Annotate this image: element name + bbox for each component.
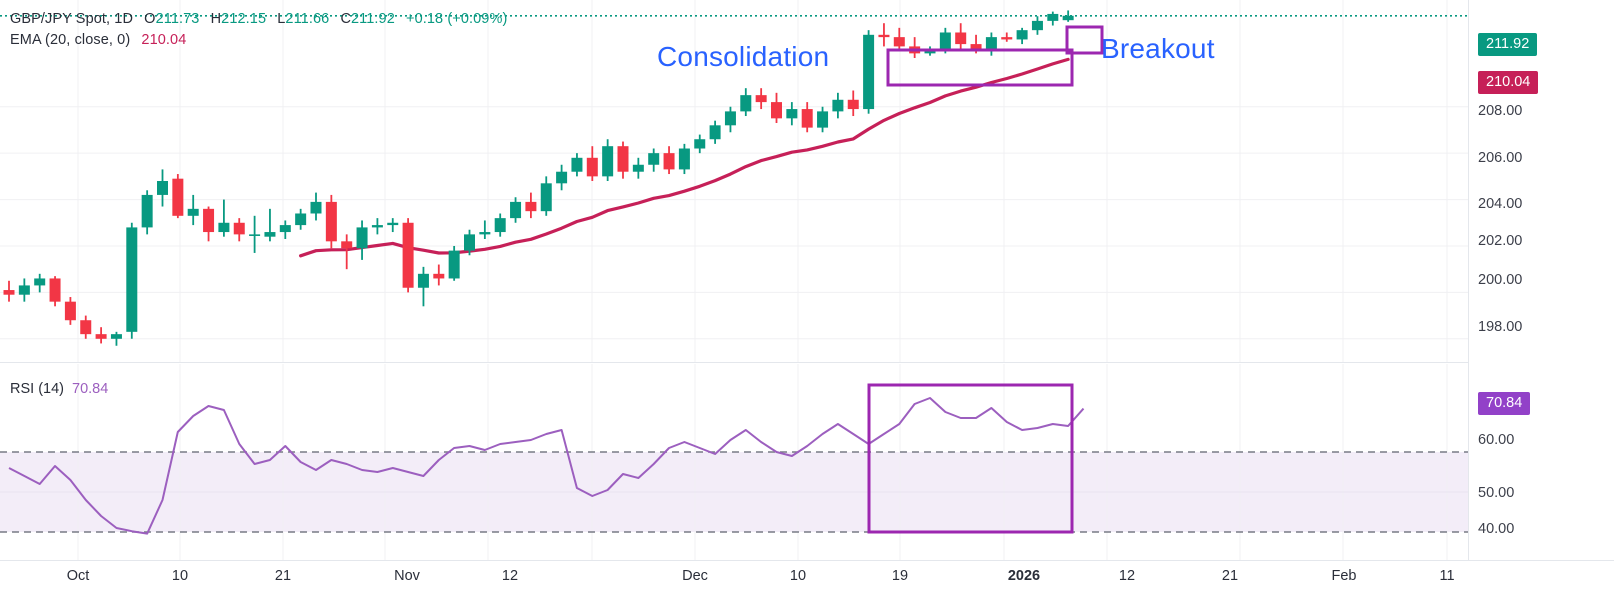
time-axis-tick: 12 <box>1118 568 1136 584</box>
time-axis-tick: Feb <box>1331 568 1357 584</box>
close-value: 211.92 <box>351 11 395 27</box>
annotation-consolidation[interactable]: Consolidation <box>657 41 830 72</box>
price-axis-tick: 206.00 <box>1478 150 1523 166</box>
time-axis[interactable] <box>0 560 1614 612</box>
price-plot <box>0 0 1468 362</box>
time-axis-tick: Dec <box>682 568 708 584</box>
price-axis-divider <box>1468 0 1469 560</box>
rsi-value: 70.84 <box>72 381 109 397</box>
price-axis-tick: 198.00 <box>1478 319 1523 335</box>
time-axis-tick: 2026 <box>1007 568 1041 584</box>
change-value: +0.18 (+0.09%) <box>406 11 508 27</box>
high-value: 212.15 <box>221 11 267 27</box>
price-axis-tick: 202.00 <box>1478 233 1523 249</box>
chart-legend-ema[interactable]: EMA (20, close, 0) 210.04 <box>10 32 186 48</box>
low-label: L <box>277 11 286 27</box>
rsi-axis-tick: 40.00 <box>1478 521 1515 537</box>
price-axis-tick: 208.00 <box>1478 103 1523 119</box>
close-label: C <box>340 11 352 27</box>
time-axis-tick: 10 <box>171 568 189 584</box>
high-label: H <box>210 11 222 27</box>
price-axis-tick: 200.00 <box>1478 272 1523 288</box>
price-panel[interactable] <box>0 0 1614 362</box>
panel-divider <box>0 362 1468 363</box>
rsi-plot <box>0 364 1468 560</box>
time-axis-tick: 21 <box>1221 568 1239 584</box>
open-label: O <box>144 11 156 27</box>
low-value: 211.66 <box>285 11 330 27</box>
time-axis-tick: 10 <box>789 568 807 584</box>
rsi-legend[interactable]: RSI (14) 70.84 <box>10 381 108 397</box>
chart-legend-ohlc: GBP/JPY Spot, 1D O211.73 H212.15 L211.66… <box>10 11 507 27</box>
open-value: 211.73 <box>155 11 200 27</box>
last-price-badge: 211.92 <box>1478 33 1538 56</box>
rsi-panel[interactable] <box>0 364 1614 560</box>
time-axis-tick: 21 <box>274 568 292 584</box>
ema-label: EMA (20, close, 0) <box>10 32 131 48</box>
time-axis-tick: 12 <box>501 568 519 584</box>
time-axis-tick: Nov <box>394 568 420 584</box>
time-axis-tick: 19 <box>891 568 909 584</box>
price-axis-tick: 204.00 <box>1478 196 1523 212</box>
rsi-value-badge: 70.84 <box>1478 392 1531 415</box>
ema-value: 210.04 <box>141 32 187 48</box>
rsi-axis-tick: 60.00 <box>1478 432 1515 448</box>
time-axis-tick: 11 <box>1439 568 1455 584</box>
symbol-label[interactable]: GBP/JPY Spot, 1D <box>10 11 134 27</box>
ema-price-badge: 210.04 <box>1478 71 1539 94</box>
rsi-axis-tick: 50.00 <box>1478 485 1515 501</box>
annotation-breakout[interactable]: Breakout <box>1101 33 1215 64</box>
rsi-label: RSI (14) <box>10 381 64 397</box>
time-axis-tick: Oct <box>66 568 90 584</box>
